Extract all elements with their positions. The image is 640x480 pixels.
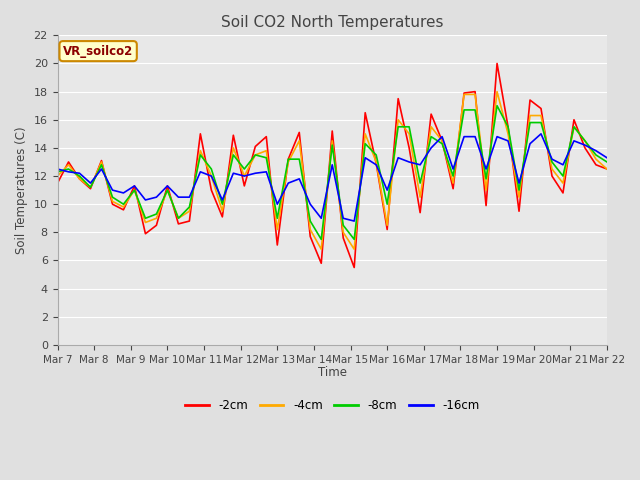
Line: -4cm: -4cm (58, 92, 607, 249)
X-axis label: Time: Time (317, 366, 347, 379)
Text: VR_soilco2: VR_soilco2 (63, 45, 133, 58)
Title: Soil CO2 North Temperatures: Soil CO2 North Temperatures (221, 15, 444, 30)
-8cm (493, 103, 501, 108)
-2cm (218, 214, 226, 220)
-8cm (460, 107, 468, 113)
Y-axis label: Soil Temperatures (C): Soil Temperatures (C) (15, 126, 28, 254)
-2cm (460, 90, 468, 96)
-2cm (230, 132, 237, 138)
Legend: -2cm, -4cm, -8cm, -16cm: -2cm, -4cm, -8cm, -16cm (180, 394, 484, 416)
-4cm (592, 156, 600, 162)
-2cm (54, 180, 61, 186)
-4cm (317, 246, 325, 252)
-16cm (218, 197, 226, 203)
-4cm (230, 145, 237, 151)
-16cm (460, 134, 468, 140)
-8cm (603, 159, 611, 165)
-4cm (175, 216, 182, 221)
-4cm (493, 89, 501, 95)
-8cm (175, 216, 182, 221)
Line: -16cm: -16cm (58, 134, 607, 221)
-4cm (603, 166, 611, 172)
-16cm (230, 170, 237, 176)
-8cm (317, 237, 325, 242)
-16cm (592, 148, 600, 154)
-8cm (218, 201, 226, 207)
-4cm (54, 173, 61, 179)
-16cm (54, 166, 61, 172)
-8cm (428, 134, 435, 140)
-2cm (603, 166, 611, 172)
-8cm (230, 152, 237, 158)
-8cm (592, 152, 600, 158)
-2cm (428, 111, 435, 117)
Line: -8cm: -8cm (58, 106, 607, 240)
-16cm (175, 194, 182, 200)
-8cm (54, 169, 61, 175)
-16cm (350, 218, 358, 224)
-4cm (218, 208, 226, 214)
-2cm (175, 221, 182, 227)
-4cm (428, 124, 435, 130)
Line: -2cm: -2cm (58, 63, 607, 267)
-16cm (428, 145, 435, 151)
-16cm (537, 131, 545, 137)
-2cm (592, 162, 600, 168)
-2cm (493, 60, 501, 66)
-2cm (350, 264, 358, 270)
-16cm (603, 155, 611, 161)
-4cm (460, 92, 468, 97)
